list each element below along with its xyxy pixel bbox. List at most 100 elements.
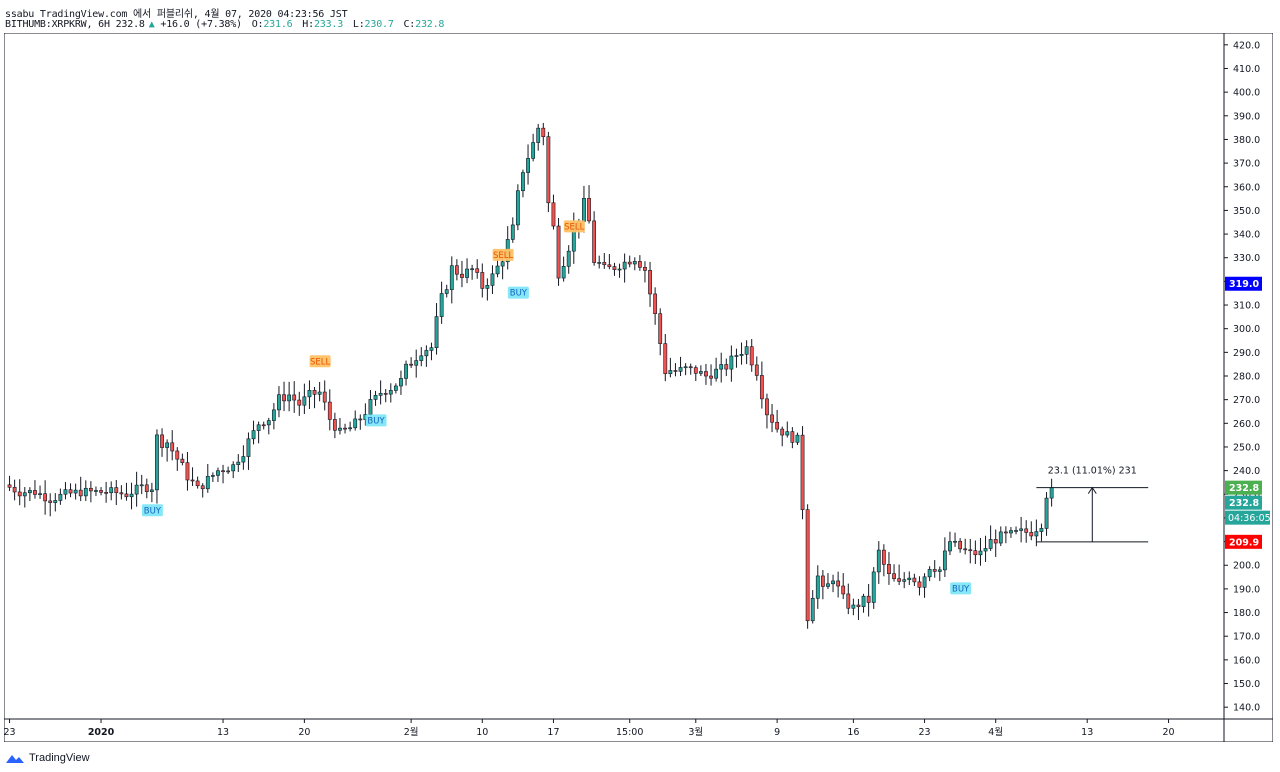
red-price-tag-text: 209.9 — [1229, 537, 1259, 548]
candle-body — [368, 399, 373, 415]
candle-body — [744, 346, 749, 355]
candle-body — [1024, 528, 1029, 533]
chart-frame[interactable]: 420.0 410.0 400.0 390.0 380.0 370.0 360.0 350.0… — [3, 32, 1274, 743]
candle-body — [866, 595, 871, 603]
signal-label: SELL — [564, 222, 585, 232]
candle-body — [988, 539, 993, 549]
candle-body — [332, 419, 337, 431]
last-price-tag-text: 232.8 — [1229, 483, 1259, 494]
candle-body — [704, 371, 708, 377]
candle-body — [515, 190, 520, 226]
price-tick-label: 180.0 — [1233, 608, 1260, 619]
candle-body — [251, 430, 256, 440]
price-tick-label: 340.0 — [1233, 230, 1260, 241]
candle-body — [937, 569, 942, 572]
tradingview-logo-icon — [6, 755, 24, 763]
open-value: 231.6 — [263, 19, 293, 30]
candle-body — [643, 267, 647, 271]
time-tick-label: 4월 — [988, 726, 1003, 738]
price-tick-label: 400.0 — [1233, 88, 1260, 99]
candle-body — [434, 316, 439, 348]
candle-body — [63, 489, 68, 495]
candle-body — [953, 540, 957, 543]
time-tick-label: 2020 — [88, 727, 115, 738]
candle-body — [155, 434, 159, 491]
candle-body — [58, 493, 63, 501]
brand-text: TradingView — [29, 752, 90, 764]
candle-body — [826, 583, 830, 587]
candle-body — [582, 198, 586, 222]
sell-signal-badge — [563, 220, 585, 233]
candle-body — [831, 580, 835, 585]
time-tick-label: 17 — [547, 727, 559, 738]
tradingview-brand[interactable]: TradingView — [5, 751, 90, 765]
candle-body — [48, 500, 53, 503]
candle-body — [490, 273, 495, 286]
red-price-tag — [1225, 534, 1262, 549]
candle-body — [99, 490, 103, 493]
candle-body — [932, 569, 937, 572]
candle-body — [119, 492, 124, 495]
candle-body — [668, 370, 673, 375]
candle-body — [53, 500, 58, 503]
candle-body — [983, 548, 988, 552]
candle-body — [393, 385, 398, 391]
candle-body — [149, 489, 154, 492]
candle-body — [287, 394, 292, 402]
signal-label: SELL — [310, 357, 331, 367]
candle-body — [12, 486, 17, 493]
candle-body — [1014, 530, 1018, 532]
candle-body — [561, 265, 566, 279]
high-label: H: — [302, 19, 314, 30]
candle-body — [38, 493, 42, 496]
price-tick-label: 310.0 — [1233, 301, 1260, 312]
candle-body — [917, 581, 922, 588]
sell-signal-badge — [492, 248, 514, 261]
candle-body — [861, 595, 866, 607]
candle-body — [302, 396, 307, 406]
candle-body — [622, 261, 627, 270]
candle-body — [510, 224, 515, 240]
candle-body — [282, 394, 286, 402]
candle-body — [775, 421, 780, 430]
price-tick-label: 410.0 — [1233, 64, 1260, 75]
candle-body — [485, 285, 490, 289]
time-tick-label: 2월 — [404, 726, 419, 738]
candle-body — [963, 548, 968, 551]
candle-body — [841, 585, 846, 595]
price-tick-label: 170.0 — [1233, 632, 1260, 643]
chart-border — [3, 32, 1274, 743]
candle-body — [612, 266, 617, 270]
price-chart[interactable]: 420.0 410.0 400.0 390.0 380.0 370.0 360.0 350.0… — [3, 32, 1274, 743]
candle-body — [475, 268, 480, 273]
candle-body — [256, 424, 261, 431]
close-price-tag-text: 232.8 — [1229, 498, 1259, 509]
candle-body — [790, 431, 795, 443]
candle-body — [460, 273, 464, 278]
candle-body — [322, 391, 327, 403]
measure-label: 23.1 (11.01%) 231 — [1048, 466, 1137, 477]
price-tick-label: 160.0 — [1233, 655, 1260, 666]
countdown-tag — [1225, 510, 1270, 525]
candle-body — [902, 579, 907, 582]
price-tick-label: 200.0 — [1233, 561, 1260, 572]
candle-body — [180, 458, 185, 463]
time-tick-label: 23 — [4, 727, 16, 738]
last-price-tag — [1225, 480, 1262, 495]
candle-body — [480, 272, 485, 289]
candle-body — [388, 390, 393, 395]
candle-body — [948, 541, 952, 552]
candle-body — [338, 427, 342, 431]
candle-body — [1039, 528, 1044, 532]
candle-body — [714, 368, 719, 379]
candle-body — [1003, 531, 1008, 534]
candle-body — [444, 289, 449, 294]
candle-body — [658, 313, 663, 344]
candle-body — [719, 364, 724, 370]
publish-info: ssabu TradingView.com 에서 퍼블리쉬, 4월 07, 20… — [5, 9, 348, 20]
candle-body — [277, 394, 281, 411]
price-tick-label: 260.0 — [1233, 419, 1260, 430]
candle-body — [678, 367, 683, 372]
blue-price-tag-text: 319.0 — [1229, 279, 1259, 290]
candle-body — [33, 490, 37, 495]
